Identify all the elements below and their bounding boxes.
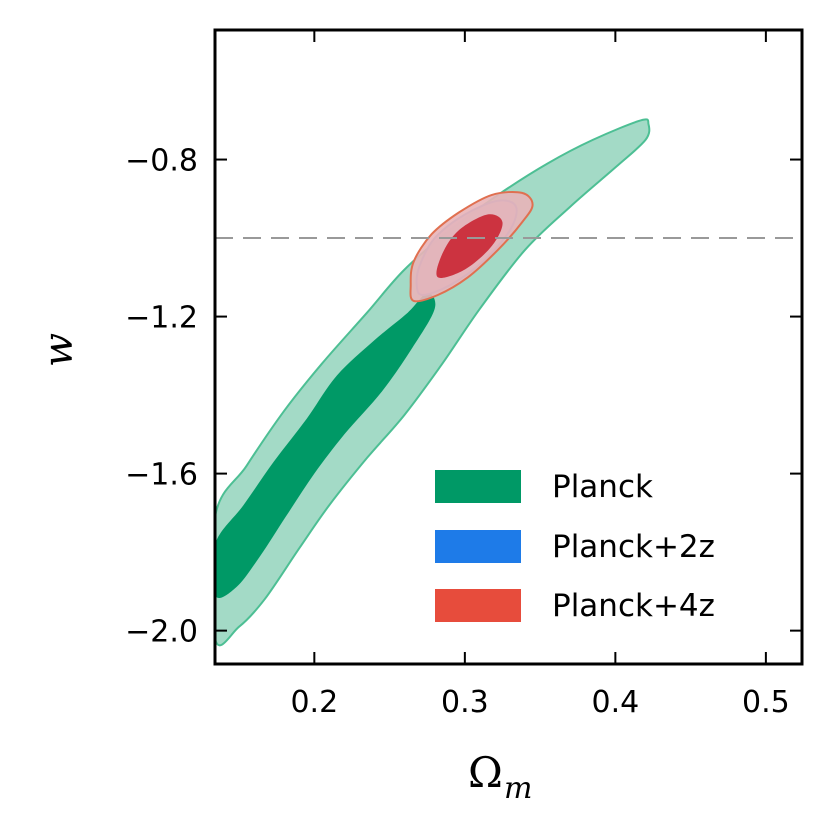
y-tick-label: −1.6 (125, 458, 198, 493)
x-tick-label: 0.4 (592, 685, 640, 720)
x-axis-label-subscript: m (504, 771, 532, 806)
x-tick-label: 0.3 (441, 685, 489, 720)
legend-label-planck: Planck (552, 469, 653, 505)
x-axis-label-omega: Ω (468, 748, 503, 797)
legend: Planck Planck+2z Planck+4z (435, 469, 715, 624)
legend-swatch-planck-plus-4z (435, 589, 521, 622)
svg-text:w: w (36, 333, 82, 367)
contour-layer (215, 118, 651, 647)
legend-swatch-planck-plus-2z (435, 530, 521, 563)
legend-label-planck-plus-4z: Planck+4z (552, 588, 715, 624)
x-tick-label: 0.2 (290, 685, 338, 720)
tick-layer: 0.2 0.3 0.4 0.5 −0.8 −1.2 −1.6 −2.0 (125, 30, 802, 720)
y-tick-label: −2.0 (125, 615, 198, 650)
contour-95-planck (215, 118, 651, 647)
plot-frame (213, 28, 804, 666)
y-tick-label: −0.8 (125, 144, 198, 179)
legend-swatch-planck (435, 470, 521, 503)
x-axis-label: Ω m (468, 748, 532, 806)
y-tick-label: −1.2 (125, 301, 198, 336)
legend-label-planck-plus-2z: Planck+2z (552, 529, 715, 565)
y-axis-label: w (36, 333, 82, 367)
contour-68-planck-plus-4z (436, 214, 503, 278)
x-tick-label: 0.5 (742, 685, 790, 720)
contour-68-planck (215, 292, 436, 599)
